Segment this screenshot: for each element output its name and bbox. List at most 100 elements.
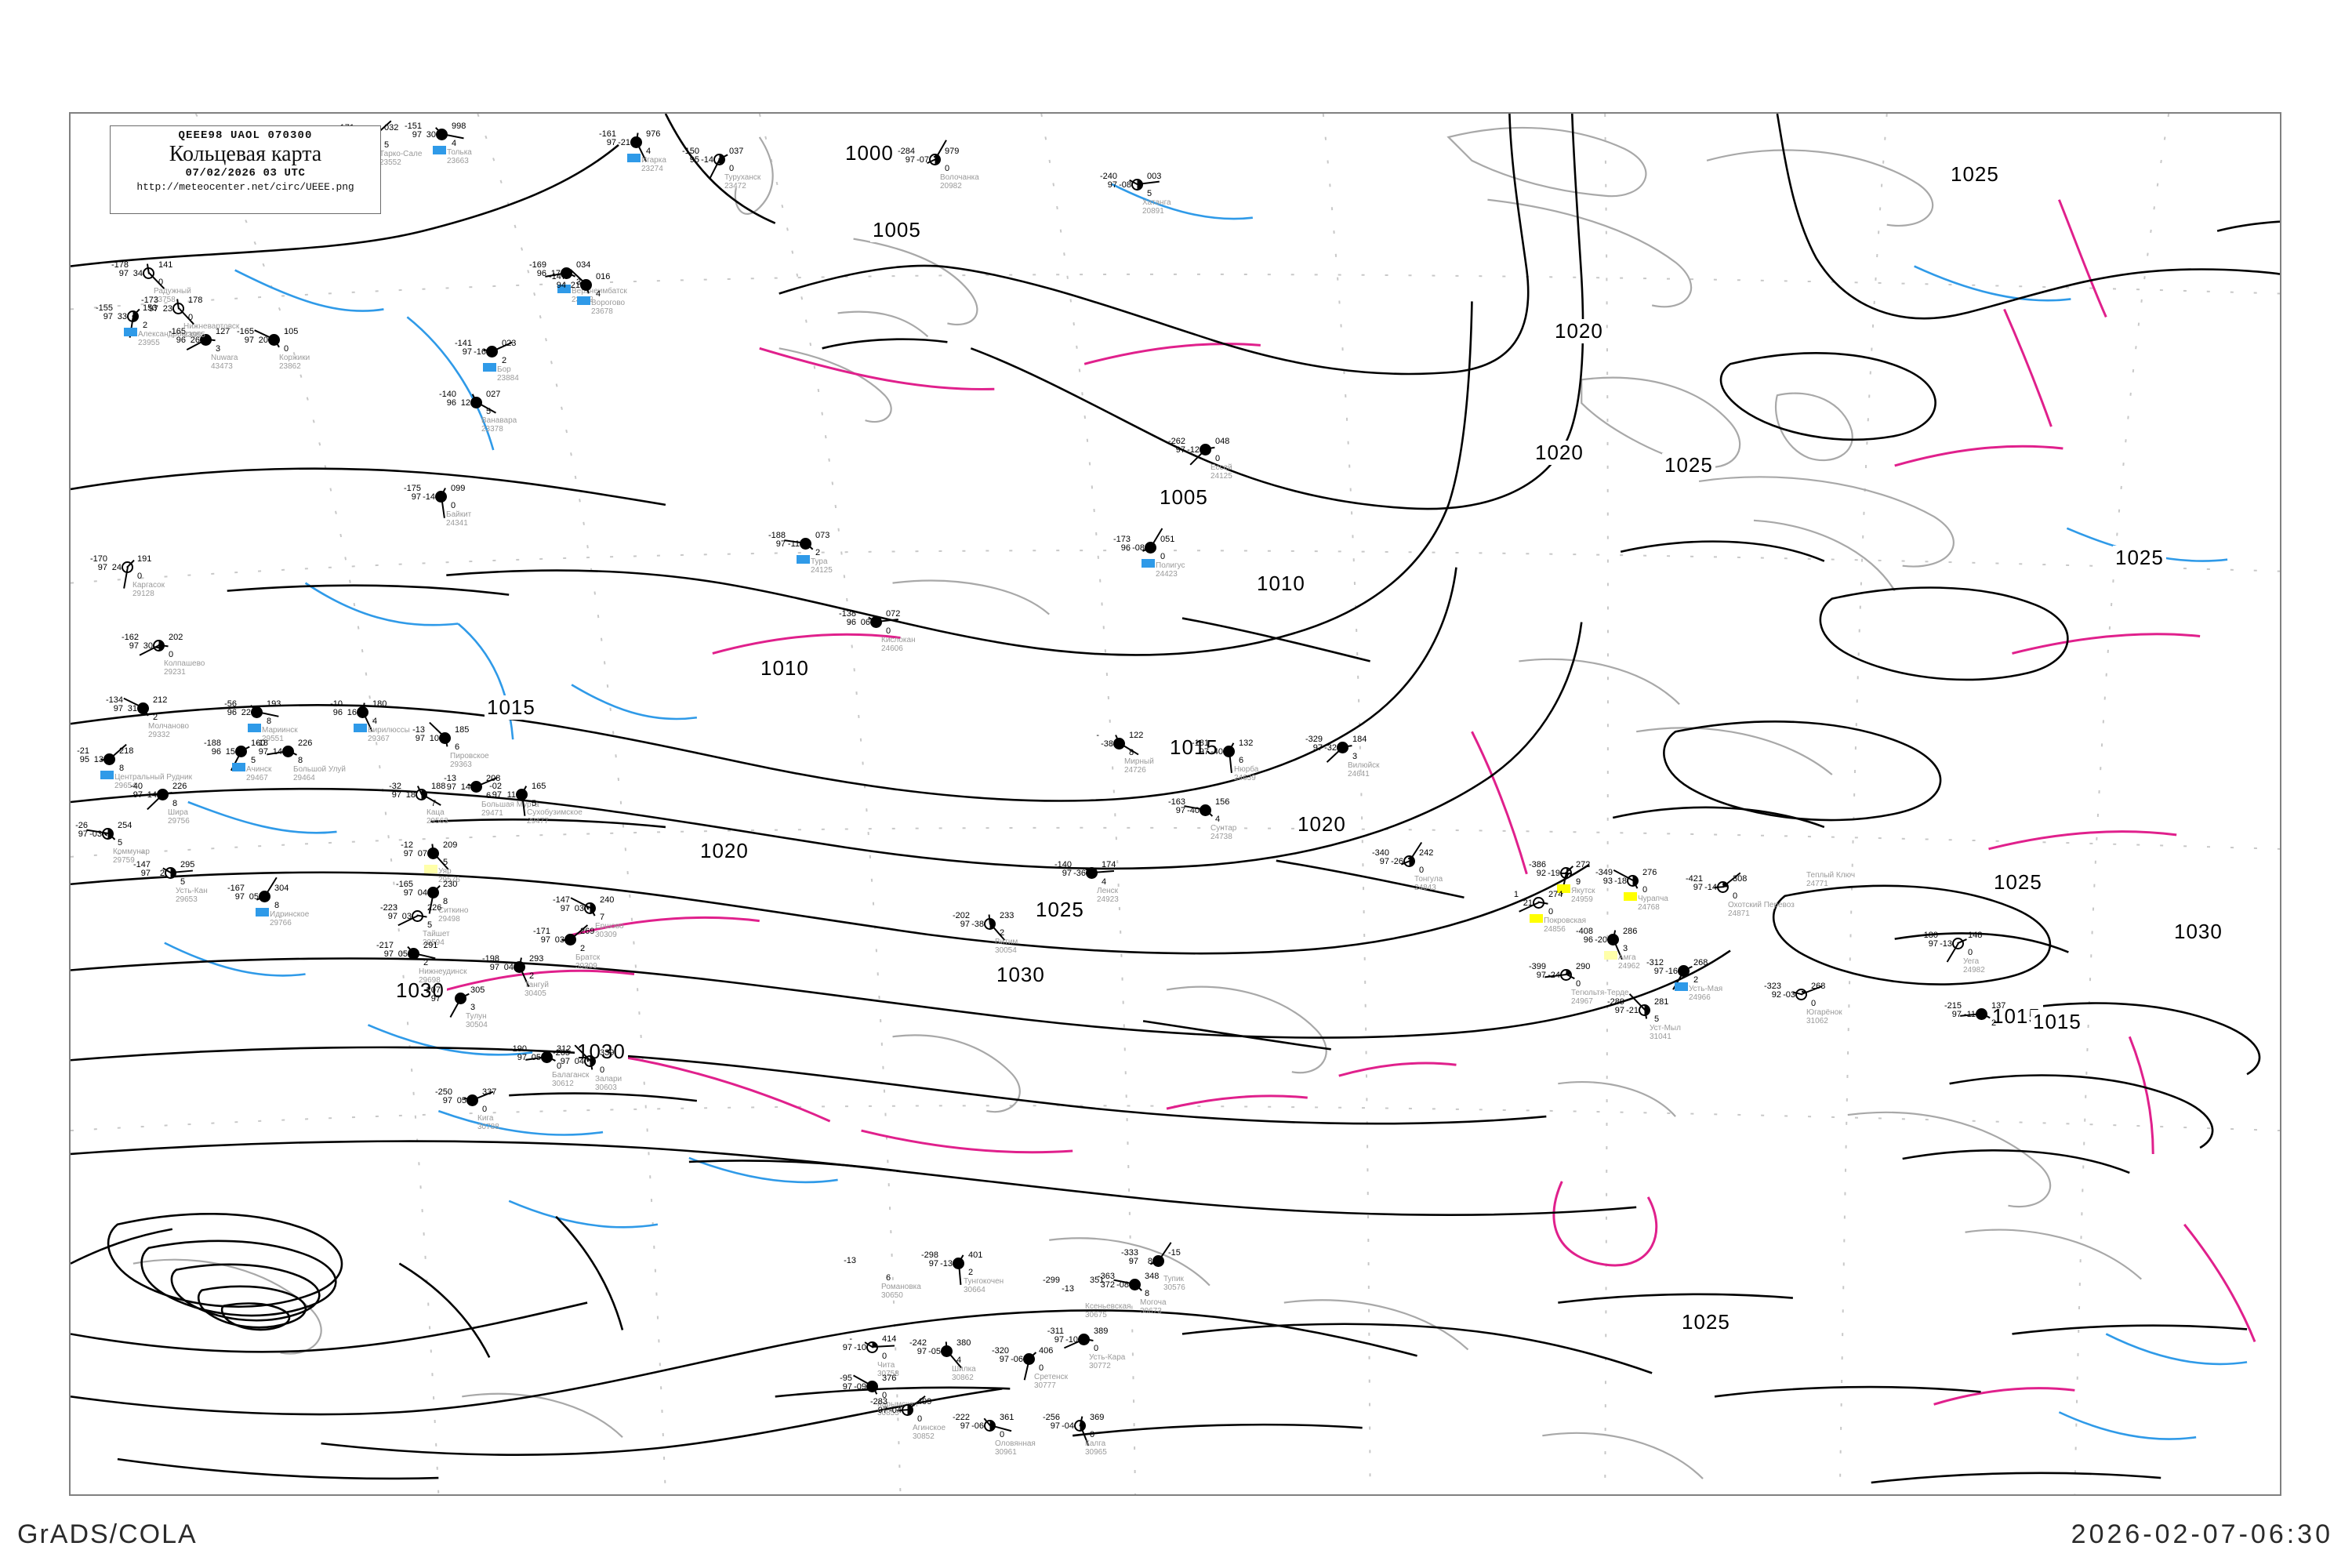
station-dewpoint: -32 — [1324, 743, 1337, 753]
station-pressure-tendency: 5 — [1147, 189, 1152, 198]
station-name-text: Амга — [1618, 953, 1636, 962]
station-pressure: 188 — [431, 782, 446, 791]
isobar-label: 1020 — [1552, 319, 1606, 343]
station-pressure-tendency: 0 — [1160, 552, 1166, 561]
station-dewpoint: -10 — [854, 1343, 866, 1352]
station-cloud-code: 97 — [1128, 1257, 1138, 1266]
isobar-label: 1015 — [485, 695, 538, 720]
station-pressure: 979 — [945, 147, 960, 156]
station-dewpoint: -09 — [854, 1382, 866, 1392]
station-pressure-tendency: 4 — [1215, 815, 1221, 824]
station-dewpoint: -16 — [474, 347, 486, 357]
station-name-text: Мариинск — [262, 726, 298, 735]
station-name-label: Коржики 23862 — [279, 354, 310, 371]
station-name-text: Коммунар — [113, 848, 150, 856]
station-id-text: 23862 — [279, 361, 301, 371]
station-cloud-code: 97 — [842, 1343, 852, 1352]
station-pressure-tendency: 7 — [600, 913, 605, 922]
isobar-label: 1005 — [1157, 485, 1210, 510]
station-cloud-code: 97 — [97, 563, 107, 572]
station-temperature: -333 — [1120, 1248, 1138, 1258]
station-cloud-code: 96 — [176, 336, 186, 345]
station-cloud-code: 97 — [775, 539, 786, 549]
station-pressure: 127 — [216, 327, 230, 336]
station-temperature: - — [1096, 731, 1099, 740]
station-cloud-code: 97 — [842, 1382, 852, 1392]
station-id-text: 24639 — [1234, 773, 1256, 782]
station-name-label: Калга 30965 — [1085, 1439, 1107, 1457]
station-dewpoint: -36 — [1073, 869, 1086, 878]
station-cloud-code: 372 — [1100, 1280, 1115, 1290]
station-name-label: Теплый Ключ 24771 — [1806, 871, 1855, 888]
station-pressure: 132 — [1239, 739, 1254, 748]
station-cloud-code: 95 — [689, 155, 699, 165]
station-temperature: -198 — [481, 954, 499, 964]
station-name-text: Пировское — [450, 752, 489, 760]
station-name-label: Байкит 24341 — [446, 510, 471, 528]
station-id-text: 24967 — [1571, 996, 1593, 1006]
station-name-label: Ессей 24125 — [1210, 463, 1232, 481]
station-name-label: Тулун 30504 — [466, 1012, 488, 1029]
station-cloud-code: 96 — [446, 398, 456, 408]
station-id-text: 23955 — [183, 330, 205, 339]
station-name-label: Нюрба 24639 — [1234, 765, 1258, 782]
station-id-text: 24726 — [1124, 765, 1146, 775]
station-name-label: Тарко-Сале 23552 — [379, 150, 422, 167]
station-temperature: -250 — [434, 1087, 452, 1097]
station-temperature: -170 — [89, 554, 107, 564]
station-name-label: Хатанга 20891 — [1142, 198, 1171, 216]
station-cloud-code: 97 — [78, 829, 88, 839]
station-pressure-tendency: 0 — [1000, 1430, 1005, 1439]
station-temperature: -349 — [1595, 868, 1613, 877]
station-dewpoint: 07 — [417, 849, 427, 858]
station-cloud-code: 96 — [227, 708, 237, 717]
station-pressure: 193 — [267, 699, 281, 709]
station-id-text: 24771 — [1806, 879, 1828, 888]
station-temperature: -240 — [1099, 172, 1117, 181]
station-dewpoint: 30 — [426, 130, 436, 140]
station-id-text: 24641 — [1348, 769, 1370, 779]
station-dewpoint: 20 — [258, 336, 268, 345]
station-id-text: 29698 — [419, 975, 441, 985]
station-temperature: -155 — [95, 303, 113, 313]
station-dewpoint: 2 — [159, 869, 165, 878]
station-cloud-code: 97 — [140, 869, 151, 878]
station-cloud-code: 97 — [877, 1406, 887, 1415]
station-pressure-tendency: 9 — [1576, 877, 1581, 887]
station-id-text: 24962 — [1618, 961, 1640, 971]
station-name-text: Бор — [497, 365, 511, 374]
station-name-text: Мирный — [1124, 757, 1154, 766]
station-name-text: Толька — [447, 148, 472, 157]
station-pressure-tendency: 0 — [482, 1105, 488, 1114]
station-temperature: -207 — [423, 985, 441, 995]
station-id-text: 30853 — [877, 1408, 899, 1417]
station-dewpoint: -04 — [1062, 1421, 1074, 1431]
station-pressure-tendency: 0 — [158, 278, 164, 287]
station-temperature: -256 — [1042, 1413, 1060, 1422]
station-id-text: 29367 — [368, 734, 390, 743]
station-temperature: -311 — [1047, 1327, 1064, 1336]
station-pressure-tendency: 4 — [596, 289, 601, 299]
precipitation-flag-icon — [797, 555, 810, 564]
render-timestamp: 2026-02-07-06:30 — [2071, 1519, 2333, 1549]
station-dewpoint: -14 — [701, 155, 713, 165]
station-id-text: 23884 — [497, 373, 519, 383]
station-pressure-tendency: 0 — [1576, 979, 1581, 989]
station-id-text: 24959 — [1571, 895, 1593, 904]
station-pressure: 003 — [1147, 172, 1162, 181]
station-cloud-code: 96 — [846, 618, 856, 627]
station-name-label: Вилюйск 24641 — [1348, 761, 1380, 779]
station-name-text: Каца — [426, 808, 445, 817]
station-name-label: Карымская 30853 — [877, 1400, 918, 1417]
station-pressure: 185 — [455, 725, 470, 735]
station-cloud-code: 92 — [1771, 990, 1781, 1000]
station-temperature: -215 — [1944, 1001, 1962, 1011]
station-cloud-code: 97 — [1312, 743, 1323, 753]
station-pressure-tendency: 5 — [180, 877, 186, 887]
station-name-label: Шилка 30862 — [952, 1365, 976, 1382]
station-dewpoint: -03 — [1783, 990, 1795, 1000]
station-name-text: Волочанка — [940, 173, 979, 182]
isobar-label: 1015 — [2031, 1010, 2084, 1034]
station-cloud-code: 97 — [560, 904, 570, 913]
station-name-text: Чита — [877, 1361, 895, 1370]
